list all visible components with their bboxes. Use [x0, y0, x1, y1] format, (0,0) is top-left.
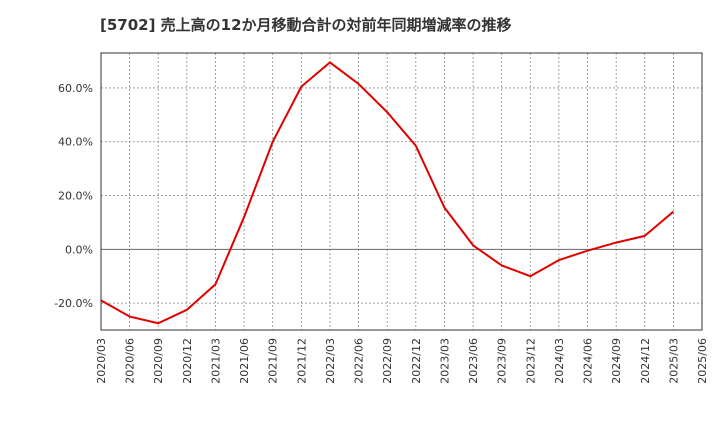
- y-tick-label: 0.0%: [65, 243, 93, 256]
- x-axis: 2020/03 2020/06 2020/09 2020/12 2021/03 2021/…: [95, 338, 709, 384]
- x-tick-label: 2024/03: [553, 338, 566, 384]
- y-tick-label: 60.0%: [58, 82, 93, 95]
- x-tick-label: 2022/06: [353, 338, 366, 384]
- x-tick-label: 2022/03: [324, 338, 337, 384]
- x-tick-label: 2021/09: [267, 338, 280, 384]
- x-tick-label: 2023/03: [438, 338, 451, 384]
- series-line: [100, 61, 675, 325]
- x-tick-label: 2023/09: [496, 338, 509, 384]
- x-tick-label: 2020/09: [152, 338, 165, 384]
- x-tick-label: 2024/09: [610, 338, 623, 384]
- x-tick-label: 2020/06: [124, 338, 137, 384]
- x-tick-label: 2023/06: [467, 338, 480, 384]
- x-tick-label: 2024/12: [639, 338, 652, 384]
- chart-title: [5702] 売上高の12か月移動合計の対前年同期増減率の推移: [100, 16, 512, 34]
- x-tick-label: 2022/09: [381, 338, 394, 384]
- x-tick-label: 2021/06: [238, 338, 251, 384]
- y-tick-label: -20.0%: [54, 297, 93, 310]
- x-tick-label: 2020/12: [181, 338, 194, 384]
- x-tick-label: 2024/06: [582, 338, 595, 384]
- series: [100, 61, 675, 325]
- y-axis: -20.0% 0.0% 20.0% 40.0% 60.0%: [54, 82, 93, 310]
- y-tick-label: 20.0%: [58, 190, 93, 203]
- y-tick-label: 40.0%: [58, 136, 93, 149]
- x-tick-label: 2021/03: [209, 338, 222, 384]
- x-tick-label: 2025/03: [667, 338, 680, 384]
- plot-frame: [100, 52, 703, 331]
- x-tick-label: 2025/06: [696, 338, 709, 384]
- x-tick-label: 2020/03: [95, 338, 108, 384]
- x-tick-label: 2023/12: [524, 338, 537, 384]
- grid: [100, 53, 703, 330]
- x-tick-label: 2022/12: [410, 338, 423, 384]
- x-tick-label: 2021/12: [295, 338, 308, 384]
